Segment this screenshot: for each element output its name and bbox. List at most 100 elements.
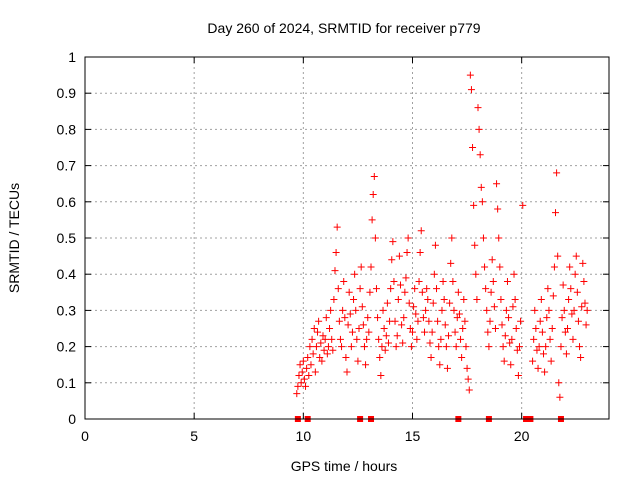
- data-point: [399, 339, 407, 347]
- data-point: [368, 216, 376, 224]
- data-point: [476, 151, 484, 159]
- data-point: [414, 317, 422, 325]
- data-point: [537, 296, 545, 304]
- data-point: [559, 281, 567, 289]
- data-point: [541, 368, 549, 376]
- chart-title: Day 260 of 2024, SRMTID for receiver p77…: [207, 20, 480, 36]
- data-point: [370, 172, 378, 180]
- data-point: [360, 343, 368, 351]
- data-point: [502, 306, 510, 314]
- data-point: [427, 353, 435, 361]
- data-point: [428, 328, 436, 336]
- data-point: [362, 361, 370, 369]
- data-point: [336, 335, 344, 343]
- data-point: [335, 317, 343, 325]
- data-point: [508, 335, 516, 343]
- data-point: [391, 317, 399, 325]
- data-point: [355, 325, 363, 332]
- data-point: [557, 343, 565, 351]
- data-point: [304, 353, 312, 361]
- data-point: [484, 328, 492, 336]
- data-point: [455, 310, 463, 318]
- data-point: [426, 339, 434, 347]
- data-point: [401, 288, 409, 296]
- data-point: [421, 328, 429, 336]
- data-point: [402, 274, 410, 282]
- data-point: [453, 314, 461, 322]
- data-point: [529, 357, 537, 365]
- data-point: [489, 277, 497, 285]
- data-point: [359, 321, 367, 329]
- data-point: [312, 343, 320, 351]
- data-point: [372, 285, 380, 293]
- data-point: [404, 234, 412, 242]
- data-point: [511, 296, 519, 304]
- data-point: [553, 169, 561, 177]
- data-point: [331, 267, 339, 275]
- data-point: [330, 296, 338, 304]
- data-point: [442, 343, 450, 351]
- data-point: [314, 328, 322, 336]
- data-point: [365, 328, 373, 336]
- data-point: [560, 306, 568, 314]
- data-point: [556, 393, 564, 401]
- data-point: [367, 263, 375, 271]
- data-point: [377, 372, 385, 380]
- data-point: [379, 306, 387, 314]
- data-point: [329, 346, 337, 354]
- data-point: [393, 332, 401, 340]
- data-point: [579, 259, 587, 267]
- data-point: [565, 296, 573, 304]
- data-point: [574, 317, 582, 325]
- data-point: [310, 325, 318, 332]
- data-point: [532, 325, 540, 332]
- data-point: [315, 317, 323, 325]
- data-point: [419, 314, 427, 322]
- y-tick-label: 0.9: [57, 85, 77, 101]
- data-point: [405, 299, 413, 307]
- y-tick-label: 0.2: [57, 339, 77, 355]
- data-point: [512, 325, 520, 332]
- data-point: [554, 252, 562, 260]
- data-point: [387, 285, 395, 293]
- data-point: [507, 361, 515, 369]
- data-point: [320, 346, 328, 354]
- data-point: [423, 285, 431, 293]
- data-point: [577, 353, 585, 361]
- data-point: [460, 296, 468, 304]
- data-point: [572, 252, 580, 260]
- data-point: [327, 306, 335, 314]
- data-point: [375, 335, 383, 343]
- data-point: [498, 321, 506, 329]
- data-point: [403, 248, 411, 256]
- data-point: [478, 198, 486, 206]
- y-tick-label: 0.4: [57, 266, 77, 282]
- data-point: [416, 248, 424, 256]
- data-point: [561, 328, 569, 336]
- x-tick-label: 0: [81, 428, 89, 444]
- data-point: [485, 343, 493, 351]
- data-point: [449, 277, 457, 285]
- data-point: [338, 343, 346, 351]
- data-point: [297, 379, 305, 387]
- data-point: [317, 339, 325, 347]
- data-point: [380, 325, 388, 332]
- y-tick-label: 0: [68, 411, 76, 427]
- data-point: [459, 325, 467, 332]
- data-point: [352, 306, 360, 314]
- data-point: [309, 350, 317, 358]
- data-point: [533, 346, 541, 354]
- data-point: [454, 288, 462, 296]
- data-point: [300, 375, 308, 383]
- data-point: [497, 296, 505, 304]
- data-point: [390, 277, 398, 285]
- data-point: [564, 325, 572, 332]
- data-point: [340, 277, 348, 285]
- data-point: [378, 343, 386, 351]
- data-point: [354, 357, 362, 365]
- data-point: [475, 125, 483, 133]
- data-point: [461, 317, 469, 325]
- plot-frame: [84, 56, 610, 420]
- data-point: [415, 277, 423, 285]
- data-point: [445, 332, 453, 340]
